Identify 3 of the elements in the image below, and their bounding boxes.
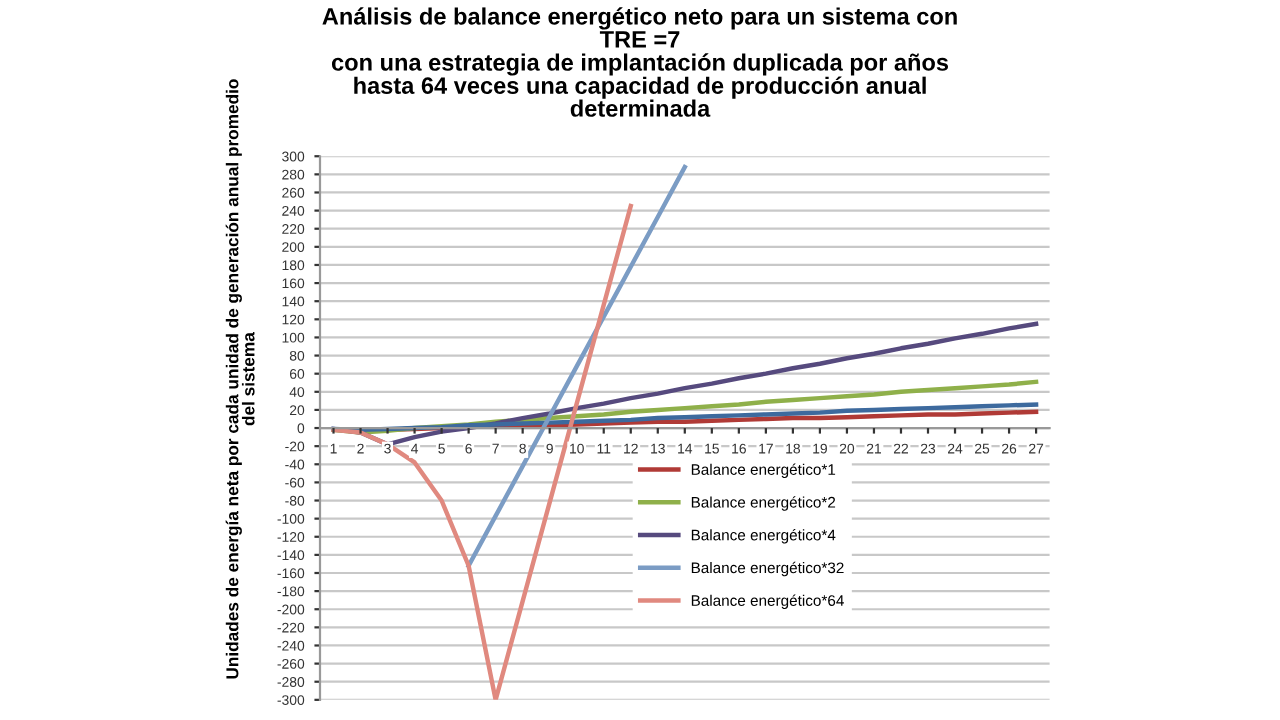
y-axis-title: Unidades de energía neta por cada unidad de generación anual promedio del sistema [225, 79, 255, 679]
line-series [466, 164, 688, 568]
chart-title: Análisis de balance energético neto para un sistema con TRE =7 con una estrategia de implantación duplicada por años hasta 64 veces una capacidad de producción anual determinada [322, 7, 957, 117]
